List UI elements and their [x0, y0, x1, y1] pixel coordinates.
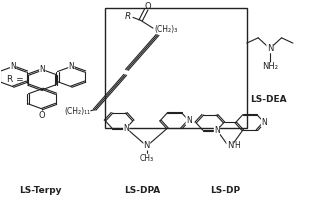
Text: N: N [144, 141, 150, 150]
Text: (CH₂)₃: (CH₂)₃ [154, 25, 177, 33]
Text: N: N [227, 141, 233, 150]
Text: O: O [39, 111, 45, 120]
Text: LS-DEA: LS-DEA [250, 95, 287, 104]
Text: N: N [10, 62, 16, 71]
Text: CH₃: CH₃ [140, 154, 154, 163]
Text: R: R [125, 12, 131, 21]
Text: N: N [69, 62, 74, 71]
Text: O: O [144, 2, 151, 11]
Text: N: N [186, 116, 192, 125]
Text: LS-Terpy: LS-Terpy [19, 186, 62, 195]
Text: LS-DP: LS-DP [210, 186, 240, 195]
Text: (CH₂)₁₁: (CH₂)₁₁ [65, 107, 91, 116]
Text: N: N [267, 44, 273, 53]
Text: H: H [235, 141, 240, 150]
Text: N: N [214, 126, 220, 135]
Text: N: N [39, 65, 45, 74]
Text: NH₂: NH₂ [262, 62, 278, 72]
Text: N: N [261, 118, 267, 127]
Text: LS-DPA: LS-DPA [124, 186, 160, 195]
Text: N: N [123, 124, 129, 133]
Text: R =: R = [7, 75, 24, 84]
Bar [105, 8, 247, 128]
